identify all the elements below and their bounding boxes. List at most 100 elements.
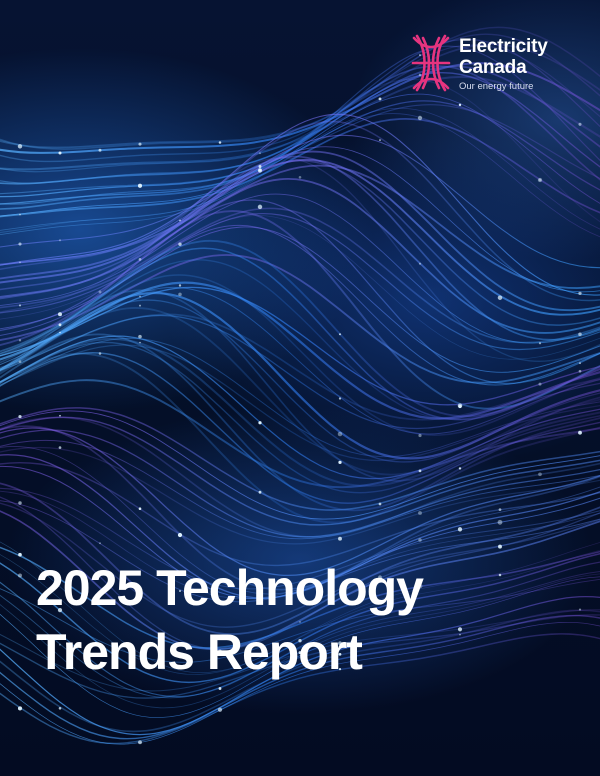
light-sparkle: [457, 403, 463, 408]
light-streak: [0, 178, 600, 334]
light-sparkle: [538, 178, 542, 182]
light-sparkle: [578, 608, 582, 611]
light-sparkle: [378, 575, 382, 580]
light-streak: [0, 155, 600, 341]
light-sparkle: [179, 219, 181, 222]
light-sparkle: [498, 544, 502, 549]
light-streak: [0, 341, 600, 494]
light-streak: [0, 502, 600, 628]
light-streak: [0, 609, 600, 733]
light-sparkle: [18, 339, 22, 342]
light-sparkle: [418, 538, 422, 542]
light-sparkle: [58, 151, 62, 155]
light-sparkle: [138, 334, 142, 339]
light-streak: [0, 427, 600, 576]
light-sparkle: [138, 142, 142, 146]
light-sparkle: [18, 552, 22, 557]
light-streak: [0, 33, 600, 163]
light-sparkle: [458, 103, 462, 107]
light-streak: [0, 573, 600, 709]
light-streak: [0, 337, 600, 458]
light-sparkle: [19, 261, 21, 264]
light-streak: [0, 352, 600, 524]
light-streak: [0, 425, 600, 591]
light-sparkle: [218, 649, 222, 654]
light-sparkle: [59, 643, 61, 646]
light-streak: [0, 546, 600, 649]
light-sparkle: [19, 213, 21, 216]
light-streak: [0, 213, 600, 351]
light-streak: [0, 93, 600, 217]
light-sparkle: [18, 414, 22, 419]
light-sparkle: [258, 598, 262, 602]
light-streak: [0, 75, 600, 171]
light-sparkle: [538, 472, 542, 477]
logo-mark-icon: [411, 34, 451, 92]
light-streak: [0, 291, 600, 460]
logo-name-line2: Canada: [459, 57, 527, 78]
light-sparkle: [178, 242, 182, 246]
light-sparkle: [18, 573, 22, 578]
light-streak: [0, 614, 600, 699]
light-sparkle: [139, 341, 141, 344]
light-sparkle: [418, 511, 422, 515]
light-sparkle: [337, 431, 343, 437]
light-streak: [0, 549, 600, 675]
light-sparkle: [58, 312, 62, 317]
light-sparkle: [138, 258, 142, 261]
light-sparkle: [378, 97, 382, 101]
light-sparkle: [59, 331, 61, 334]
light-sparkle: [457, 627, 463, 632]
light-streak: [0, 621, 600, 745]
light-sparkle: [537, 177, 543, 183]
light-sparkle: [538, 342, 542, 345]
light-sparkle: [578, 369, 582, 373]
light-streak: [0, 487, 600, 590]
light-sparkle: [98, 290, 102, 294]
light-sparkle: [419, 54, 421, 57]
light-streak: [0, 274, 600, 436]
light-sparkle: [418, 433, 422, 438]
light-sparkle: [98, 148, 102, 152]
report-title-line2: Trends Report: [36, 624, 363, 680]
light-sparkle: [138, 740, 142, 745]
light-sparkle: [139, 295, 141, 298]
light-streak: [0, 552, 600, 684]
light-sparkle: [459, 467, 461, 470]
light-sparkle: [457, 527, 463, 532]
light-sparkle: [18, 360, 22, 364]
light-streak: [0, 333, 600, 512]
light-streak: [0, 113, 600, 296]
light-sparkle: [498, 573, 502, 577]
light-streak: [0, 596, 600, 736]
light-sparkle: [17, 144, 23, 149]
light-streak: [0, 338, 600, 487]
light-streak: [0, 379, 600, 489]
light-streak: [0, 160, 600, 326]
light-sparkle: [258, 165, 262, 169]
light-sparkle: [18, 304, 22, 307]
light-sparkle: [58, 446, 62, 449]
light-sparkle: [17, 706, 23, 711]
light-streak: [0, 416, 600, 538]
light-sparkle: [497, 519, 503, 525]
light-sparkle: [498, 508, 502, 511]
light-sparkle: [218, 141, 222, 144]
light-sparkle: [139, 304, 141, 307]
light-sparkle: [418, 469, 422, 473]
light-sparkle: [418, 262, 422, 265]
light-sparkle: [178, 284, 182, 287]
light-streak: [0, 314, 600, 430]
light-sparkle: [57, 607, 63, 613]
light-sparkle: [458, 467, 462, 470]
light-streak: [0, 576, 600, 718]
light-streak: [0, 226, 600, 373]
light-sparkle: [218, 687, 222, 690]
light-streak: [0, 224, 600, 386]
light-streak: [0, 193, 600, 344]
light-sparkle: [338, 641, 342, 646]
light-streak: [0, 429, 600, 538]
light-streak: [0, 120, 600, 302]
